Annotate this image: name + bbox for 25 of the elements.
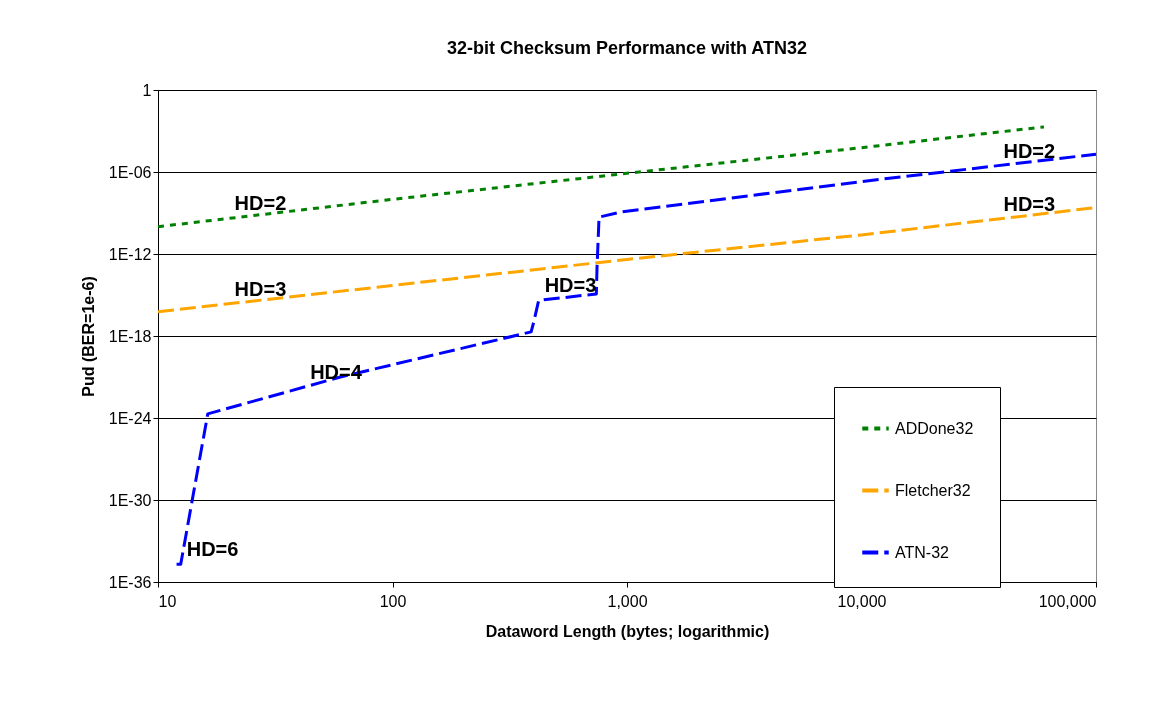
- y-tick-label: 1E-30: [108, 491, 152, 509]
- annotation: HD=2: [1003, 139, 1056, 162]
- x-tick-label: 10,000: [837, 592, 887, 610]
- legend-label: ADDone32: [895, 419, 974, 437]
- y-axis-title: Pud (BER=1e-6): [79, 276, 97, 397]
- y-tick-label: 1E-36: [108, 573, 152, 591]
- x-tick-label: 100,000: [1038, 592, 1097, 610]
- annotation: HD=3: [234, 277, 287, 300]
- y-tick-label: 1E-06: [108, 163, 152, 181]
- x-tick-label: 1,000: [607, 592, 648, 610]
- annotation: HD=2: [234, 192, 287, 215]
- x-axis-title: Dataword Length (bytes; logarithmic): [485, 622, 770, 640]
- annotation: HD=3: [544, 274, 597, 297]
- y-tick-label: 1E-24: [108, 409, 152, 427]
- annotation: HD=3: [1003, 193, 1056, 216]
- annotation: HD=4: [310, 361, 363, 384]
- legend-label: Fletcher32: [895, 481, 971, 499]
- chart-title: 32-bit Checksum Performance with ATN32: [446, 38, 808, 58]
- legend-label: ATN-32: [895, 543, 950, 561]
- x-tick-label: 10: [158, 592, 177, 610]
- y-tick-label: 1E-18: [108, 327, 152, 345]
- y-tick-label: 1: [142, 81, 152, 99]
- x-tick-label: 100: [379, 592, 407, 610]
- y-tick-label: 1E-12: [108, 245, 152, 263]
- annotation: HD=6: [186, 538, 239, 561]
